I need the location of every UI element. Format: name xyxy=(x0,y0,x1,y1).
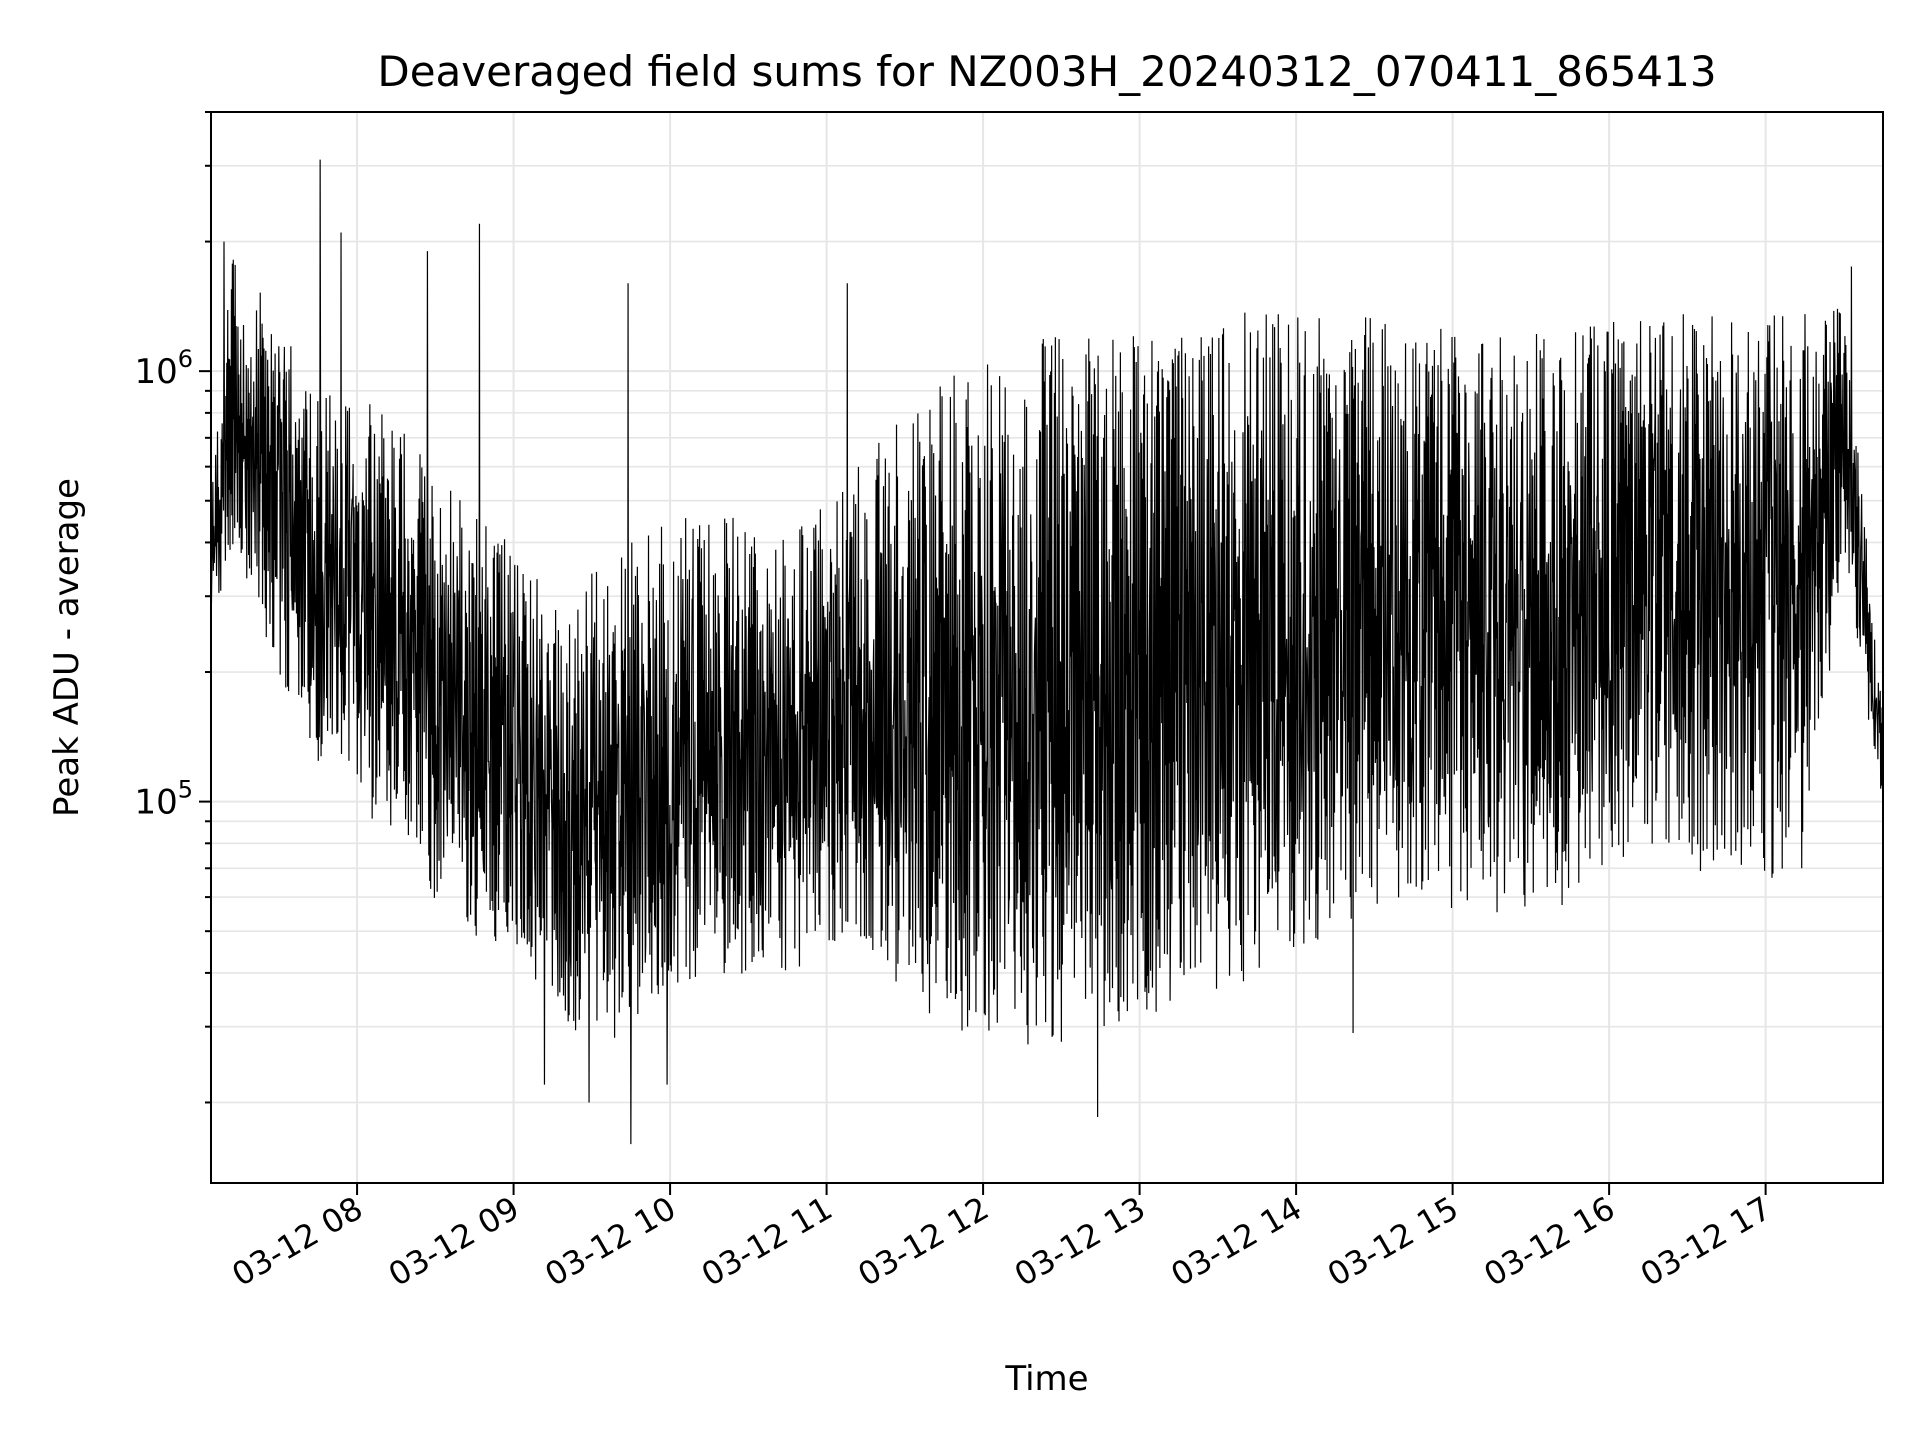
y-axis-label: Peak ADU - average xyxy=(47,478,87,817)
axes-frame xyxy=(210,111,1884,1184)
x-axis-label: Time xyxy=(1004,1359,1088,1399)
plot-area xyxy=(210,159,1884,1145)
series-line xyxy=(210,159,1884,1145)
y-axis-ticks: 105 106 xyxy=(134,111,211,1104)
y-tick-label: 106 xyxy=(134,345,193,392)
y-tick-label: 105 xyxy=(134,776,193,823)
chart-title: Deaveraged field sums for NZ003H_2024031… xyxy=(377,47,1716,96)
